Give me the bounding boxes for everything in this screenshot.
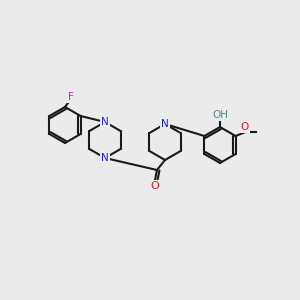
Text: N: N (161, 119, 169, 129)
Text: O: O (241, 122, 249, 132)
Text: F: F (68, 92, 74, 102)
Text: N: N (101, 117, 109, 127)
Text: N: N (101, 153, 109, 163)
Text: OH: OH (212, 110, 228, 120)
Text: O: O (151, 181, 159, 191)
